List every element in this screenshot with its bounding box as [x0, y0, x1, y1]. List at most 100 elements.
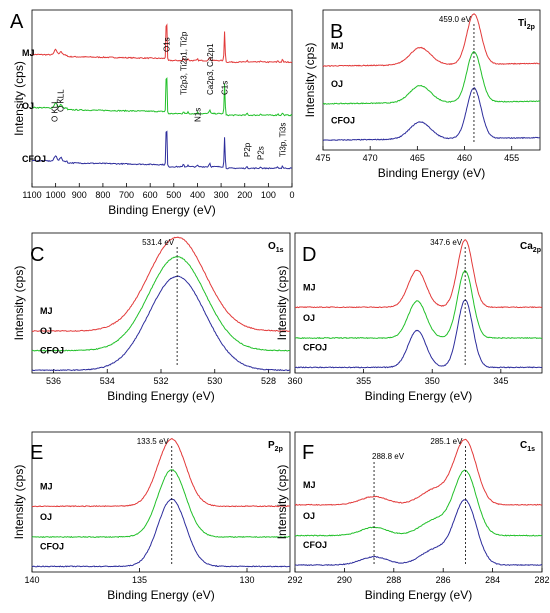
x-tick-label: 135 [132, 575, 147, 585]
chart-panel-d: D 360 355 350 345 Binding Energy (eV) Intensit… [275, 232, 543, 403]
series-label-cfoj: CFOJ [303, 540, 327, 550]
x-axis-title: Binding Energy (eV) [378, 166, 485, 180]
series-line-oj [294, 469, 543, 537]
element-label: P2p [268, 440, 283, 453]
peak-label: 133.5 eV [137, 437, 170, 446]
panel-letter: A [10, 11, 24, 33]
x-tick-label: 100 [261, 190, 276, 200]
peak-label: 347.6 eV [430, 238, 463, 247]
series-line-mj [322, 13, 541, 67]
series-line-cfoj [322, 87, 541, 141]
series-label-oj: OJ [303, 313, 315, 323]
x-tick-label: 130 [239, 575, 254, 585]
element-label-base: Ca [520, 241, 533, 252]
peak-annotation: O1s [162, 37, 171, 52]
x-tick-label: 286 [436, 575, 451, 585]
x-tick-label: 140 [24, 575, 39, 585]
series-line-mj [31, 236, 291, 332]
element-label: C1s [520, 440, 535, 453]
peak-annotation: N1s [193, 108, 202, 122]
x-axis-title: Binding Energy (eV) [107, 588, 214, 602]
plot-frame [294, 232, 543, 374]
x-tick-label: 1100 [22, 190, 41, 200]
peak-annotation: O KLL [50, 99, 59, 122]
x-tick-label: 534 [100, 376, 115, 386]
peak-annotation: Ti3p, Ti3s [279, 123, 288, 157]
peak-label: 459.0 eV [439, 15, 472, 24]
plot-frame [31, 232, 291, 374]
x-axis-title: Binding Energy (eV) [107, 389, 214, 403]
series-label-oj: OJ [40, 512, 52, 522]
peak-label: 531.4 eV [142, 238, 175, 247]
series-line-oj [31, 469, 291, 539]
series-line-mj [31, 438, 291, 508]
y-axis-title: Intensity (cps) [12, 465, 26, 540]
x-tick-label: 284 [485, 575, 500, 585]
chart-panel-f: F 292 290 288 286 284 282 Binding Energy (eV) In… [275, 431, 550, 602]
peak-label-2: 288.8 eV [372, 452, 405, 461]
series-label-cfoj: CFOJ [303, 343, 327, 353]
element-label-sub: 2p [533, 247, 541, 254]
x-tick-label: 355 [356, 376, 371, 386]
x-tick-label: 1000 [46, 190, 66, 200]
x-tick-label: 460 [457, 153, 472, 163]
series-label-oj: OJ [22, 101, 34, 111]
x-tick-label: 200 [237, 190, 252, 200]
element-label: Ti2p [518, 18, 535, 31]
x-tick-label: 292 [287, 575, 302, 585]
panel-letter: D [302, 244, 316, 266]
peak-annotation: P2p [243, 142, 252, 157]
series-line-mj [294, 239, 543, 309]
peak-annotation: O KLL [56, 89, 65, 112]
element-label-base: O [268, 241, 276, 252]
y-axis-title: Intensity (cps) [303, 43, 317, 118]
x-tick-label: 360 [287, 376, 302, 386]
panel-letter: F [302, 442, 314, 464]
series-line-oj [31, 256, 291, 352]
x-tick-label: 400 [190, 190, 205, 200]
series-label-cfoj: CFOJ [331, 115, 355, 125]
y-axis-title: Intensity (cps) [275, 465, 289, 540]
series-line-cfoj [294, 299, 543, 369]
element-label-base: C [520, 440, 527, 451]
element-label: Ca2p [520, 241, 541, 254]
x-tick-label: 536 [46, 376, 61, 386]
peak-annotation: P2s [257, 146, 266, 160]
x-tick-label: 600 [143, 190, 158, 200]
peak-annotation: Ti2p3, Ti2p1, Ti2p [180, 31, 189, 95]
x-tick-label: 455 [504, 153, 519, 163]
series-label-cfoj: CFOJ [40, 345, 64, 355]
panel-letter: B [330, 21, 343, 43]
x-tick-label: 0 [289, 190, 294, 200]
x-tick-label: 530 [207, 376, 222, 386]
x-tick-label: 800 [95, 190, 110, 200]
series-line-mj [294, 438, 543, 506]
series-line-oj [31, 77, 293, 117]
x-axis-title: Binding Energy (eV) [365, 389, 472, 403]
element-label-sub: 2p [275, 446, 283, 453]
peak-label: 285.1 eV [430, 437, 463, 446]
plot-frame [31, 9, 293, 188]
series-line-cfoj [31, 498, 291, 568]
x-tick-label: 300 [214, 190, 229, 200]
element-label-sub: 2p [527, 24, 535, 31]
series-line-cfoj [31, 130, 293, 170]
series-label-mj: MJ [331, 41, 344, 51]
series-label-mj: MJ [40, 481, 53, 491]
x-tick-label: 350 [425, 376, 440, 386]
peak-annotation: C1s [221, 81, 230, 95]
x-tick-label: 288 [386, 575, 401, 585]
chart-panel-c: C 536 534 532 530 528 Binding Energy (eV) Inten… [12, 232, 291, 403]
x-tick-label: 500 [166, 190, 181, 200]
element-label-base: Ti [518, 18, 527, 29]
chart-panel-e: E 140 135 130 Binding Energy (eV) Intensity (… [12, 431, 291, 602]
x-tick-label: 528 [261, 376, 276, 386]
panel-letter: E [30, 442, 43, 464]
x-tick-label: 900 [72, 190, 87, 200]
x-tick-label: 282 [534, 575, 549, 585]
element-label-base: P [268, 440, 275, 451]
series-line-oj [322, 51, 541, 105]
x-tick-label: 290 [337, 575, 352, 585]
